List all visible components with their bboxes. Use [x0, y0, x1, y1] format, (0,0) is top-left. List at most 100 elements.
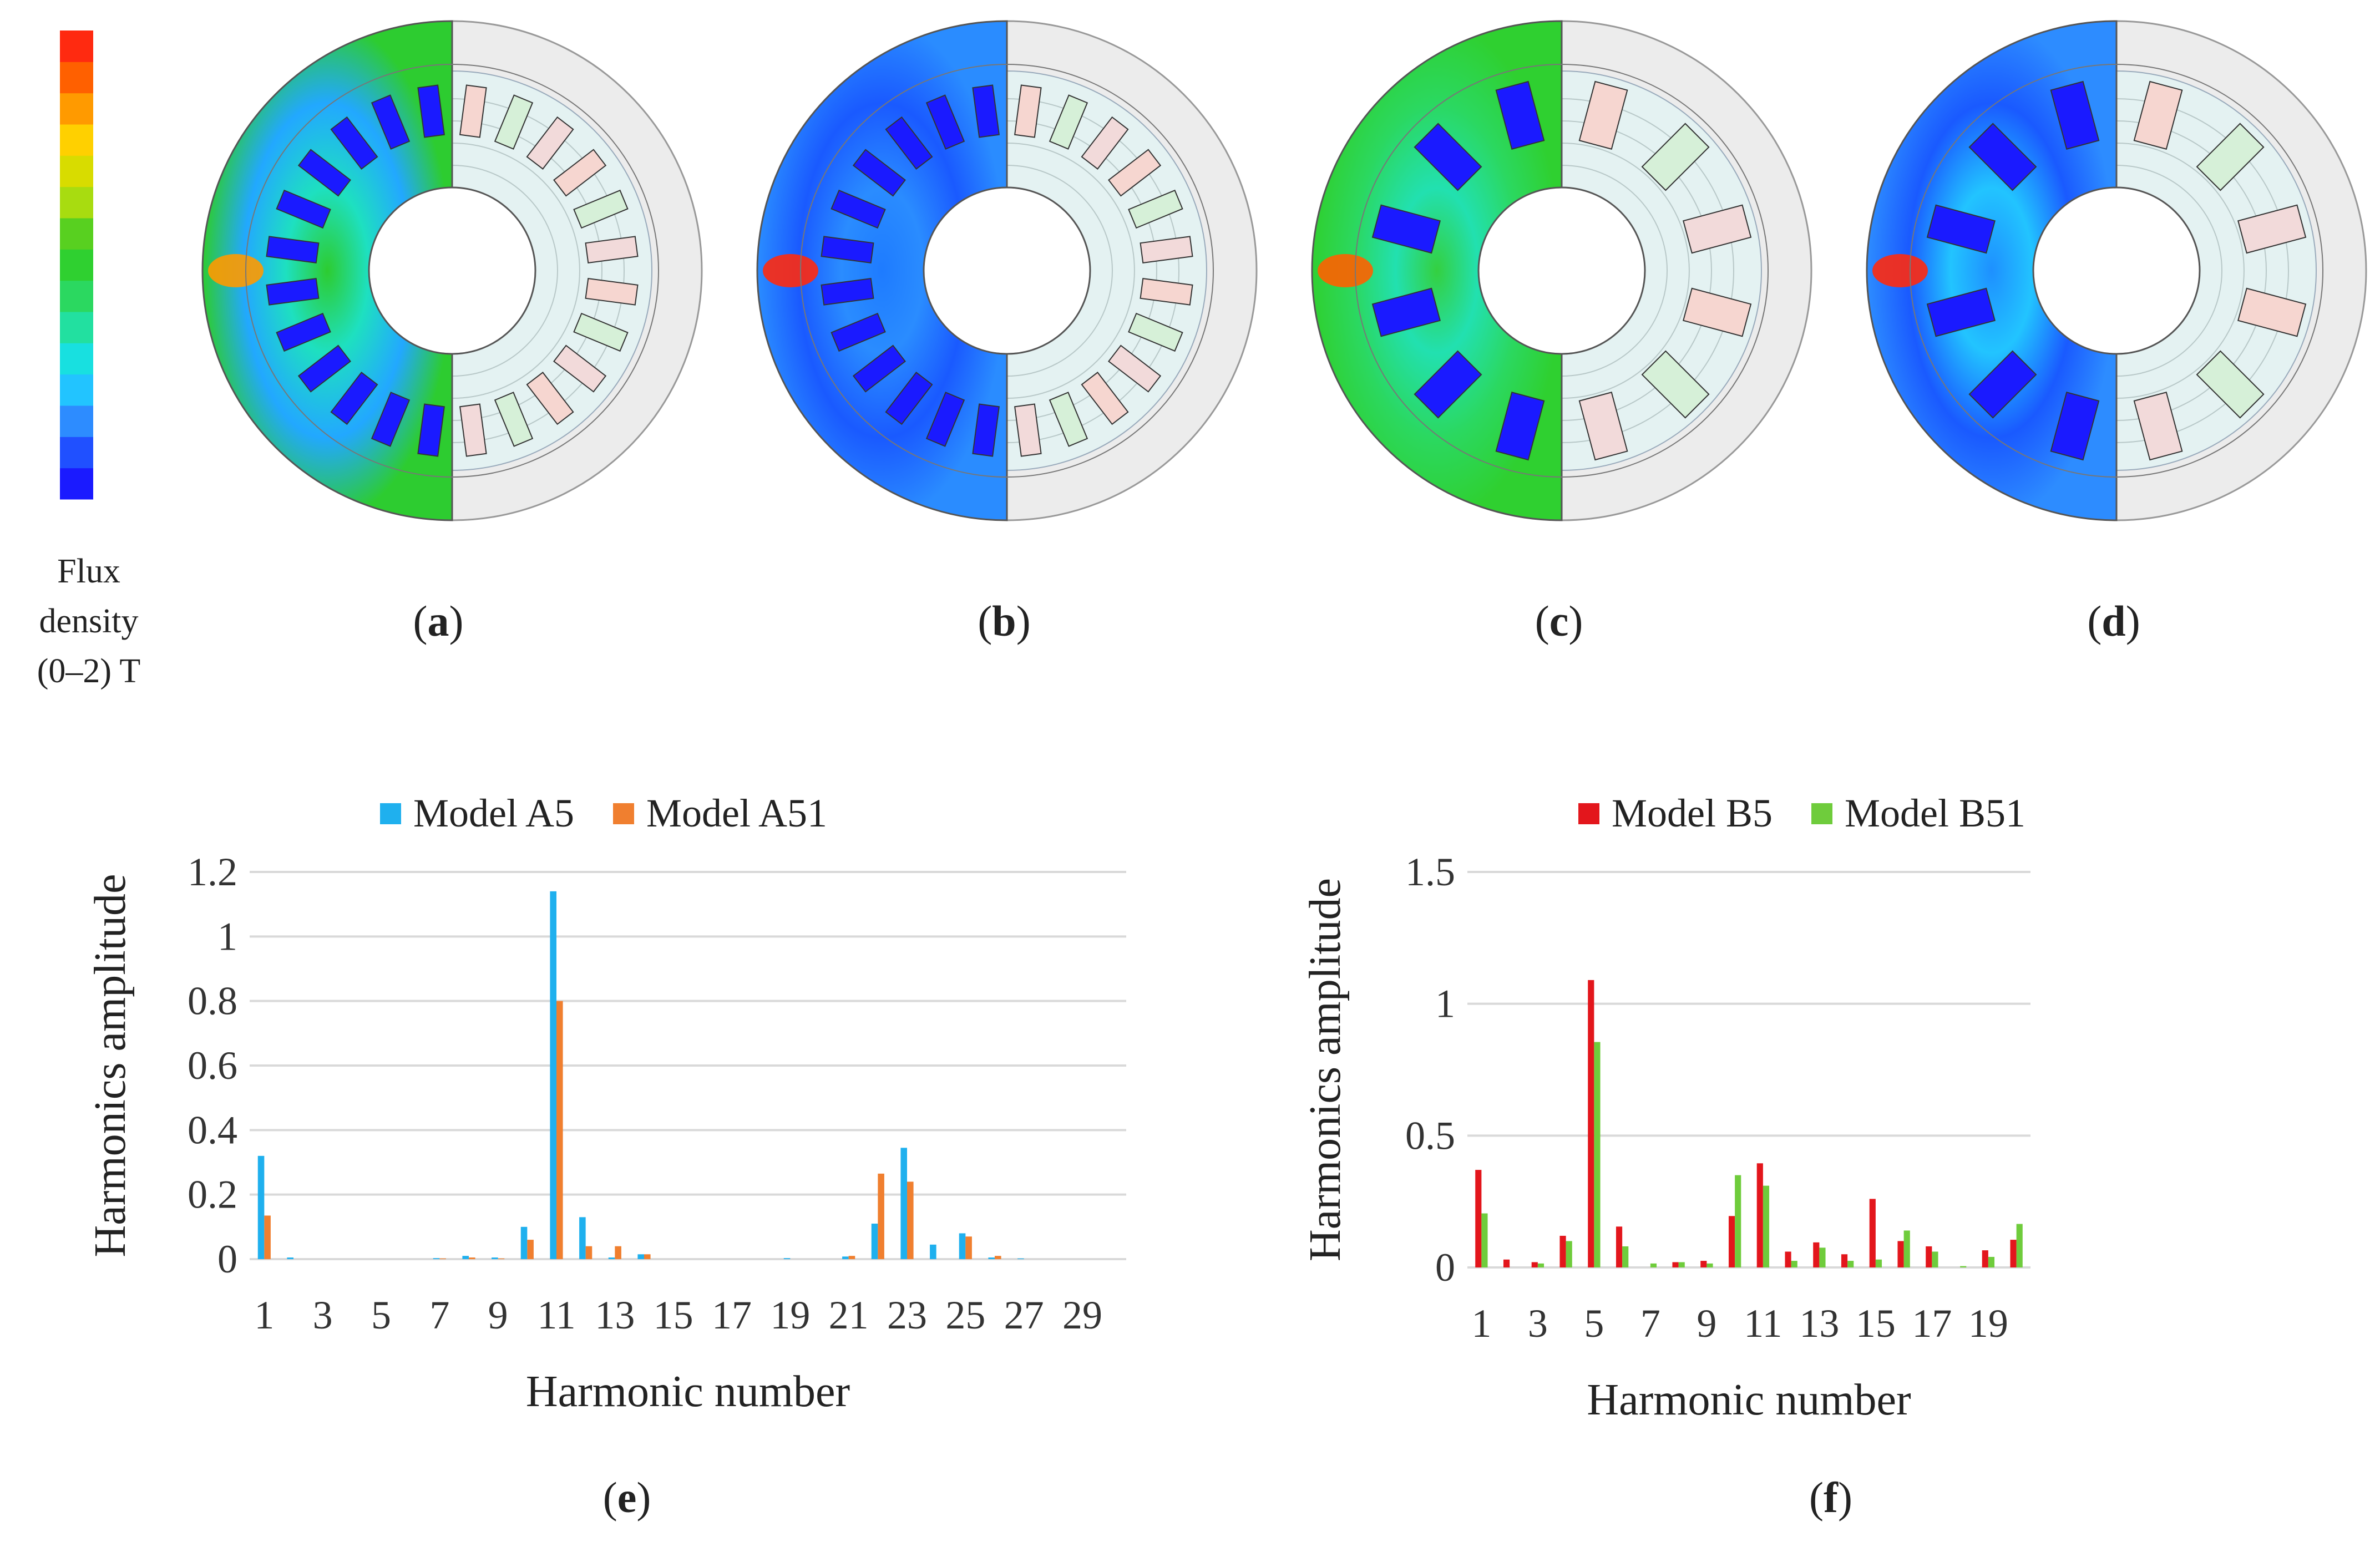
- bar-model-b5: [1559, 1235, 1566, 1267]
- slot: [2237, 204, 2307, 254]
- slot: [1140, 236, 1193, 263]
- bar-model-a5: [959, 1233, 966, 1259]
- slot: [885, 116, 933, 170]
- field-line: [1006, 165, 1113, 377]
- legend-e-label-2: Model A51: [646, 791, 828, 835]
- bar-model-a5: [988, 1257, 995, 1259]
- motor-d: [1866, 20, 2367, 521]
- slot: [925, 94, 965, 150]
- slot: [1108, 149, 1162, 197]
- bar-model-b5: [1672, 1262, 1679, 1267]
- slot: [330, 116, 378, 170]
- x-tick-label: 9: [1697, 1301, 1716, 1346]
- caption-e: (e): [602, 1473, 651, 1521]
- x-tick-label: 17: [712, 1293, 752, 1337]
- x-tick-label: 7: [429, 1293, 449, 1337]
- motor-rotor-right: [2116, 70, 2317, 471]
- bar-model-b51: [1847, 1261, 1854, 1267]
- slot: [371, 392, 411, 447]
- x-tick-label: 17: [1912, 1301, 1952, 1346]
- slot: [297, 344, 351, 393]
- bar-model-a5: [287, 1257, 293, 1259]
- x-tick-label: 11: [1744, 1301, 1782, 1346]
- caption-d: (d): [2087, 597, 2140, 645]
- slot: [1926, 204, 1996, 254]
- field-line: [1561, 165, 1668, 377]
- bar-model-b5: [1841, 1254, 1848, 1267]
- x-tick-label: 25: [945, 1293, 985, 1337]
- slot: [2133, 80, 2183, 150]
- legend-e-item-2: Model A51: [613, 790, 827, 836]
- slot: [1128, 189, 1183, 229]
- legend-f-item-2: Model B51: [1811, 790, 2025, 836]
- slot: [1641, 350, 1710, 419]
- slot: [852, 149, 906, 197]
- legend-f-swatch-2: [1811, 803, 1833, 824]
- slot: [1371, 204, 1441, 254]
- slot: [371, 94, 411, 150]
- x-tick-label: 19: [1968, 1301, 2008, 1346]
- slot: [1049, 94, 1088, 150]
- shaft-bore: [368, 186, 536, 355]
- bar-model-b5: [1588, 980, 1594, 1267]
- slot: [494, 392, 534, 447]
- slot: [459, 403, 487, 457]
- slot: [1926, 287, 1996, 337]
- bar-model-b51: [1763, 1185, 1770, 1267]
- slot: [2196, 123, 2265, 191]
- x-tick-label: 1: [254, 1293, 274, 1337]
- bar-model-b51: [1819, 1247, 1826, 1267]
- x-tick-label: 3: [1528, 1301, 1548, 1346]
- x-tick-label: 21: [829, 1293, 869, 1337]
- flux-hotspot: [763, 254, 818, 287]
- x-tick-label: 15: [654, 1293, 693, 1337]
- bar-model-b51: [2016, 1224, 2023, 1267]
- bar-model-b51: [1650, 1263, 1657, 1267]
- bar-model-b5: [1982, 1250, 1988, 1267]
- bar-model-b51: [1735, 1175, 1741, 1267]
- slot: [1578, 80, 1628, 150]
- slot: [494, 94, 534, 150]
- bar-model-b51: [1566, 1241, 1572, 1267]
- field-line: [452, 143, 580, 399]
- bar-model-b51: [1932, 1251, 1938, 1267]
- bar-model-a51: [878, 1173, 884, 1259]
- bar-model-a5: [433, 1258, 440, 1259]
- x-tick-label: 7: [1640, 1301, 1660, 1346]
- x-tick-label: 29: [1062, 1293, 1102, 1337]
- slot: [417, 403, 445, 457]
- slot: [585, 236, 639, 263]
- slot: [1371, 287, 1441, 337]
- bar-model-b5: [1756, 1163, 1763, 1267]
- bar-model-a5: [842, 1256, 849, 1259]
- motor-rotor-right: [452, 70, 652, 471]
- legend-f-swatch-1: [1578, 803, 1599, 824]
- caption-a: (a): [413, 597, 464, 645]
- legend-e-label-1: Model A5: [413, 791, 575, 835]
- field-line: [1561, 120, 1712, 421]
- bar-model-a5: [257, 1155, 265, 1259]
- slot: [1683, 287, 1752, 337]
- bar-model-a5: [871, 1224, 878, 1259]
- motor-rotor-right: [1006, 70, 1207, 471]
- y-tick-label: 0: [1435, 1245, 1455, 1290]
- x-tick-label: 3: [313, 1293, 333, 1337]
- bar-model-b51: [1960, 1266, 1967, 1267]
- slot: [2237, 287, 2307, 337]
- legend-f-item-1: Model B5: [1578, 790, 1773, 836]
- caption-b: (b): [978, 597, 1031, 645]
- y-axis-title: Harmonics amplitude: [86, 874, 135, 1257]
- air-gap: [800, 64, 1214, 478]
- slot: [972, 84, 1000, 138]
- bar-model-a51: [469, 1257, 475, 1259]
- slot: [266, 278, 320, 306]
- bar-model-a5: [579, 1217, 586, 1259]
- bar-model-a51: [585, 1246, 593, 1259]
- y-tick-label: 0.5: [1405, 1113, 1455, 1158]
- caption-f: (f): [1809, 1473, 1852, 1521]
- bar-model-a51: [995, 1256, 1001, 1259]
- x-tick-label: 13: [595, 1293, 635, 1337]
- bar-model-b5: [1869, 1199, 1876, 1267]
- motor-rotor-right: [1561, 70, 1762, 471]
